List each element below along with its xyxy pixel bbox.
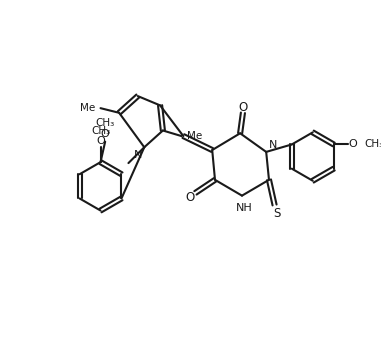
Text: O: O xyxy=(185,191,194,204)
Text: S: S xyxy=(274,207,281,220)
Text: CH₃: CH₃ xyxy=(364,140,381,149)
Text: N: N xyxy=(269,140,277,151)
Text: Me: Me xyxy=(187,131,202,141)
Text: CH₃: CH₃ xyxy=(96,118,115,128)
Text: O: O xyxy=(238,101,248,114)
Text: O: O xyxy=(101,129,110,139)
Text: O: O xyxy=(96,136,105,146)
Text: NH: NH xyxy=(235,203,252,213)
Text: O: O xyxy=(349,140,358,149)
Text: CH₃: CH₃ xyxy=(91,126,110,136)
Text: N: N xyxy=(134,150,142,160)
Text: Me: Me xyxy=(80,103,95,113)
